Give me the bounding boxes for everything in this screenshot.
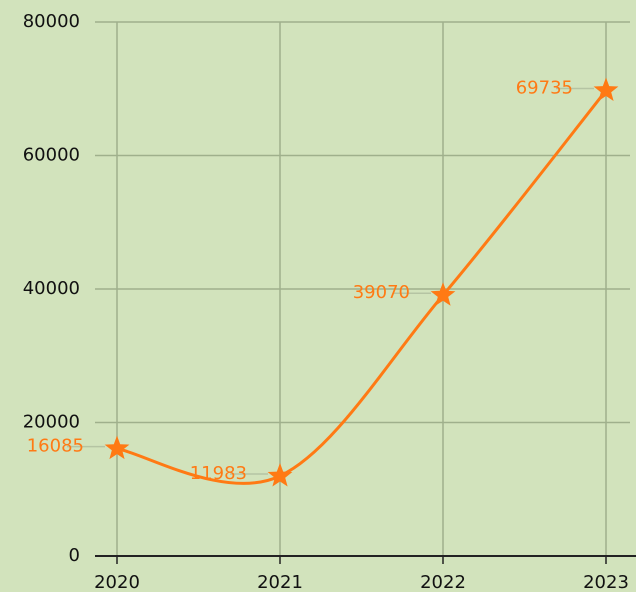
data-label: 16085 [27, 436, 84, 457]
y-tick-label: 60000 [23, 145, 80, 166]
x-tick-label: 2023 [583, 572, 629, 592]
point [267, 463, 293, 487]
data-label: 39070 [353, 282, 410, 303]
x-tick-label: 2021 [257, 572, 303, 592]
x-tick-label: 2020 [94, 572, 140, 592]
point [430, 282, 456, 306]
y-tick-label: 80000 [23, 11, 80, 32]
point [593, 77, 619, 101]
data-label: 69735 [516, 78, 573, 99]
y-tick-label: 40000 [23, 278, 80, 299]
y-tick-label: 0 [69, 545, 80, 566]
y-tick-label: 20000 [23, 412, 80, 433]
point [104, 435, 130, 460]
x-tick-label: 2022 [420, 572, 466, 592]
line [116, 89, 608, 485]
data-label: 11983 [190, 463, 247, 484]
